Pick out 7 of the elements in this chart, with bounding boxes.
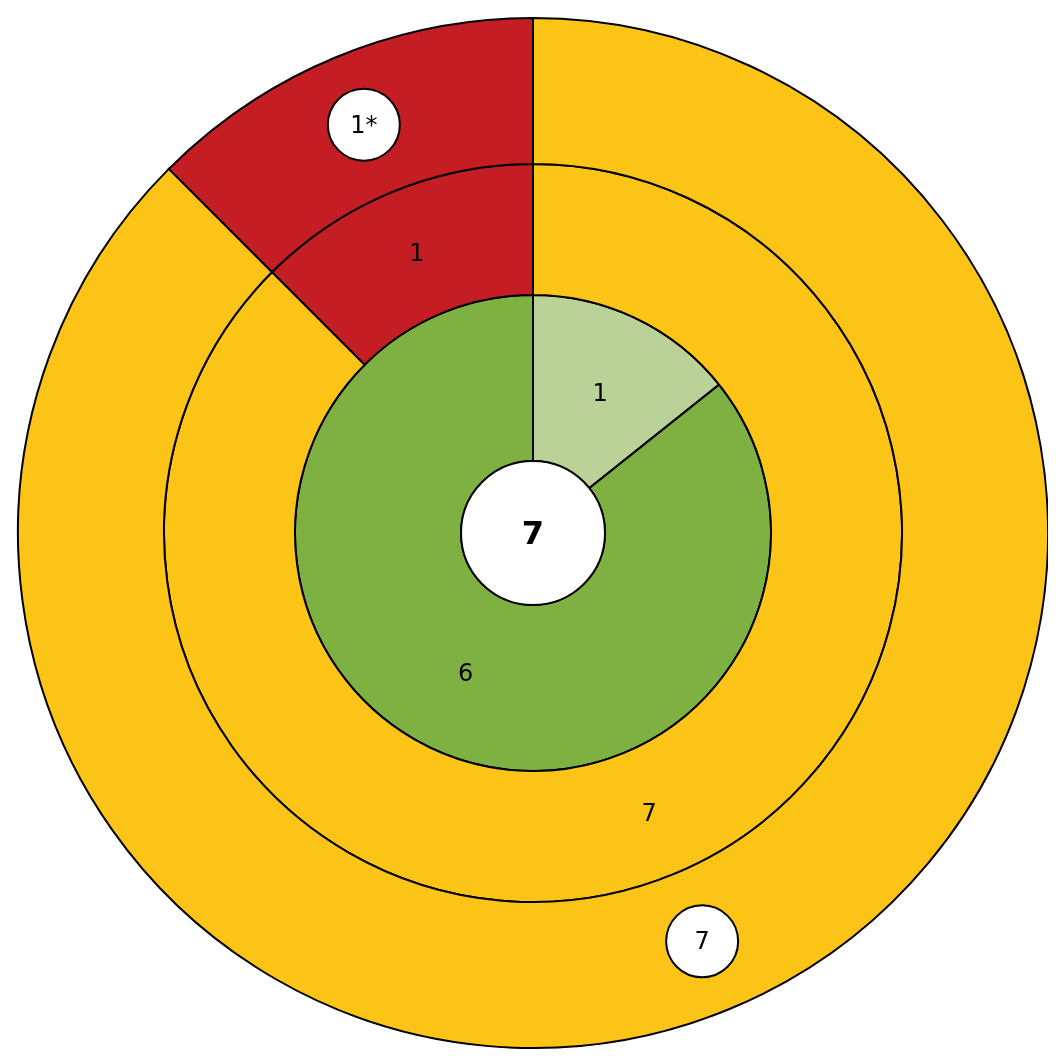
- data-label: 6: [458, 658, 474, 687]
- data-label: 1*: [350, 110, 378, 139]
- data-label: 7: [694, 927, 710, 956]
- data-label: 1: [409, 238, 425, 267]
- text: 7: [521, 514, 545, 552]
- data-label: 7: [641, 799, 657, 828]
- data-label: 1: [592, 379, 608, 408]
